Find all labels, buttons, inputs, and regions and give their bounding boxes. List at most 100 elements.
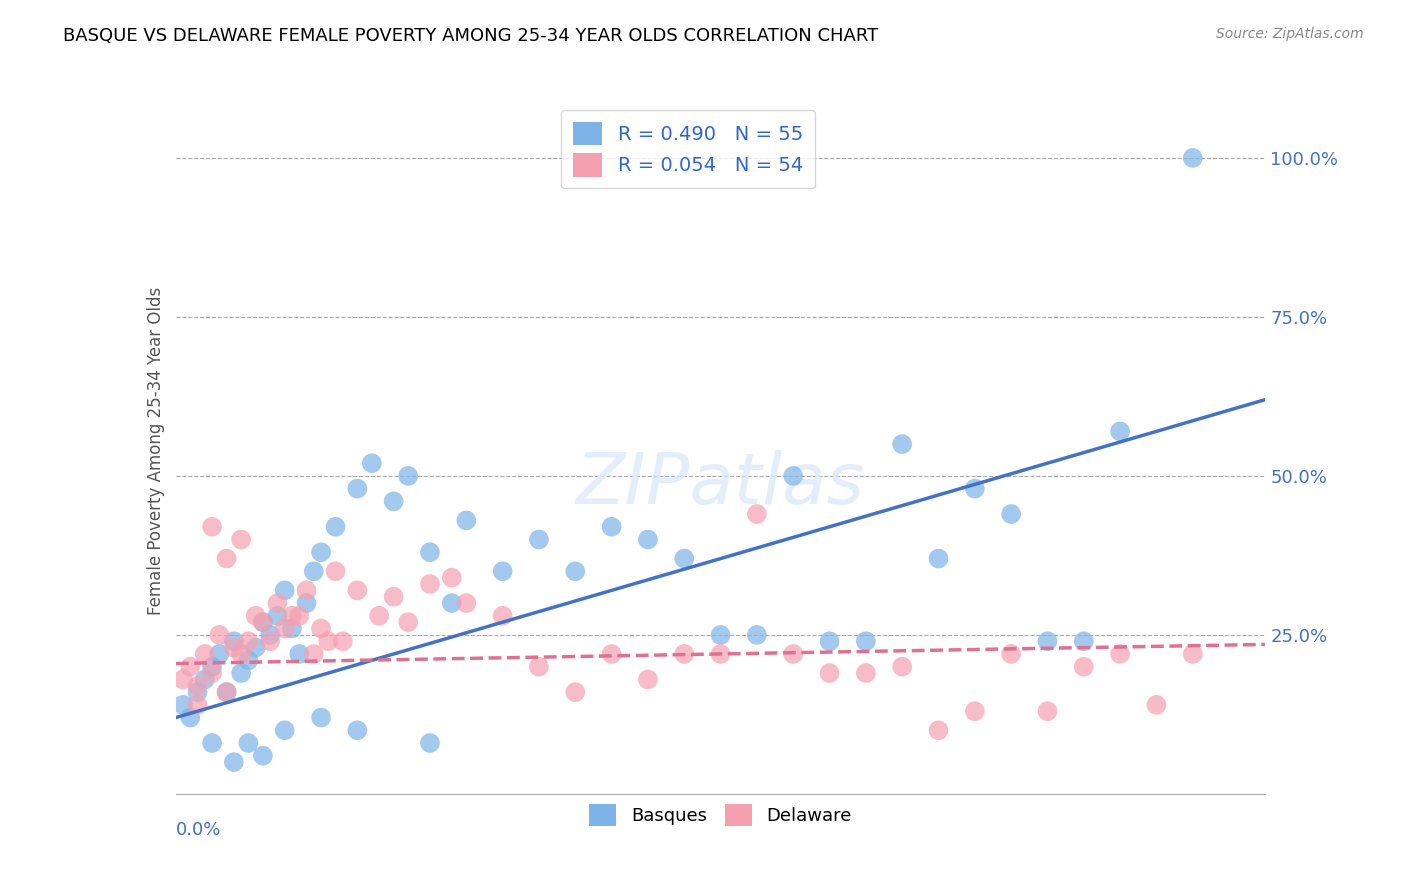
Point: [346, 583, 368, 598]
Point: [266, 608, 288, 623]
Point: [179, 659, 201, 673]
Point: [288, 608, 311, 623]
Point: [172, 698, 194, 712]
Point: [600, 520, 623, 534]
Point: [238, 634, 260, 648]
Point: [259, 628, 281, 642]
Point: [1181, 647, 1204, 661]
Point: [745, 628, 768, 642]
Point: [710, 628, 733, 642]
Point: [194, 673, 217, 687]
Point: [527, 533, 550, 547]
Text: BASQUE VS DELAWARE FEMALE POVERTY AMONG 25-34 YEAR OLDS CORRELATION CHART: BASQUE VS DELAWARE FEMALE POVERTY AMONG …: [63, 27, 879, 45]
Point: [186, 679, 209, 693]
Point: [186, 698, 209, 712]
Point: [855, 666, 877, 681]
Point: [201, 736, 224, 750]
Point: [1036, 704, 1059, 718]
Point: [492, 608, 515, 623]
Point: [891, 659, 914, 673]
Point: [245, 640, 267, 655]
Point: [492, 564, 515, 578]
Point: [295, 596, 318, 610]
Point: [818, 666, 841, 681]
Point: [346, 723, 368, 738]
Point: [710, 647, 733, 661]
Point: [201, 666, 224, 681]
Point: [396, 469, 419, 483]
Point: [332, 634, 354, 648]
Point: [1000, 507, 1022, 521]
Point: [527, 659, 550, 673]
Point: [855, 634, 877, 648]
Point: [963, 482, 986, 496]
Point: [928, 723, 950, 738]
Point: [318, 634, 340, 648]
Point: [274, 583, 297, 598]
Point: [245, 608, 267, 623]
Point: [186, 685, 209, 699]
Point: [382, 590, 405, 604]
Point: [1109, 425, 1132, 439]
Point: [963, 704, 986, 718]
Text: ZIPatlas: ZIPatlas: [576, 450, 865, 519]
Point: [208, 628, 231, 642]
Point: [238, 736, 260, 750]
Point: [419, 736, 441, 750]
Point: [673, 551, 696, 566]
Point: [231, 666, 253, 681]
Point: [179, 710, 201, 724]
Point: [637, 533, 659, 547]
Point: [368, 608, 391, 623]
Point: [201, 659, 224, 673]
Point: [1036, 634, 1059, 648]
Point: [259, 634, 281, 648]
Point: [266, 596, 288, 610]
Point: [274, 723, 297, 738]
Point: [1109, 647, 1132, 661]
Point: [1000, 647, 1022, 661]
Point: [1146, 698, 1168, 712]
Point: [288, 647, 311, 661]
Text: 0.0%: 0.0%: [176, 822, 221, 839]
Point: [302, 647, 325, 661]
Point: [419, 545, 441, 559]
Y-axis label: Female Poverty Among 25-34 Year Olds: Female Poverty Among 25-34 Year Olds: [146, 286, 165, 615]
Point: [215, 551, 238, 566]
Point: [222, 755, 245, 769]
Point: [201, 520, 224, 534]
Point: [302, 564, 325, 578]
Point: [295, 583, 318, 598]
Point: [252, 748, 274, 763]
Point: [309, 545, 332, 559]
Point: [325, 564, 347, 578]
Point: [456, 513, 478, 527]
Point: [891, 437, 914, 451]
Point: [252, 615, 274, 630]
Point: [440, 571, 463, 585]
Point: [222, 634, 245, 648]
Point: [360, 456, 382, 470]
Point: [281, 622, 304, 636]
Point: [309, 710, 332, 724]
Point: [222, 640, 245, 655]
Point: [215, 685, 238, 699]
Point: [440, 596, 463, 610]
Point: [382, 494, 405, 508]
Point: [637, 673, 659, 687]
Point: [745, 507, 768, 521]
Point: [600, 647, 623, 661]
Point: [231, 533, 253, 547]
Point: [238, 653, 260, 667]
Point: [782, 647, 804, 661]
Point: [274, 622, 297, 636]
Legend: Basques, Delaware: Basques, Delaware: [582, 797, 859, 833]
Point: [325, 520, 347, 534]
Point: [252, 615, 274, 630]
Point: [208, 647, 231, 661]
Point: [194, 647, 217, 661]
Point: [782, 469, 804, 483]
Point: [281, 608, 304, 623]
Point: [346, 482, 368, 496]
Point: [396, 615, 419, 630]
